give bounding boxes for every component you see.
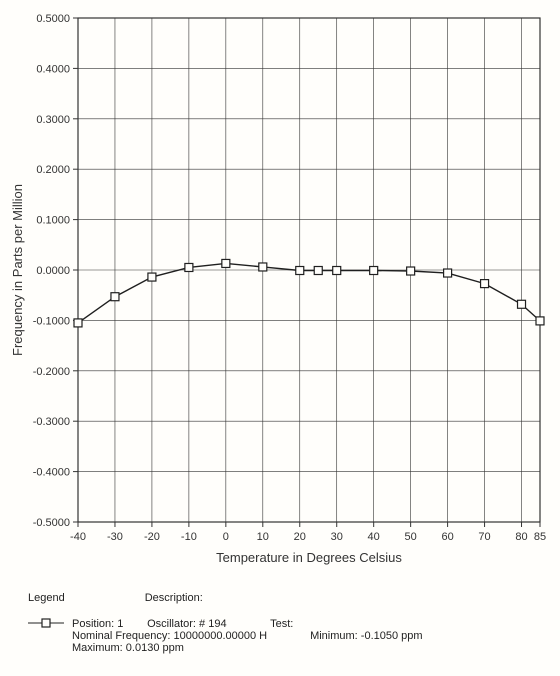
x-tick-label: 40 xyxy=(368,531,380,543)
legend-minimum: Minimum: -0.1050 ppm xyxy=(310,630,450,642)
legend-oscillator: Oscillator: # 194 xyxy=(147,618,267,630)
series-marker xyxy=(333,267,341,275)
series-marker xyxy=(481,280,489,288)
legend-test: Test: xyxy=(270,618,296,630)
series-marker xyxy=(111,293,119,301)
series-marker xyxy=(536,317,544,325)
x-tick-label: -30 xyxy=(107,531,123,543)
y-axis-label: Frequency in Parts per Million xyxy=(10,184,25,356)
series-marker xyxy=(518,300,526,308)
x-tick-label: 85 xyxy=(534,531,546,543)
legend-entry: Position: 1 Oscillator: # 194 Test: Nomi… xyxy=(72,618,548,654)
x-tick-label: 30 xyxy=(331,531,343,543)
y-tick-label: -0.4000 xyxy=(33,467,70,479)
x-tick-label: -40 xyxy=(70,531,86,543)
x-tick-label: -10 xyxy=(181,531,197,543)
y-tick-label: -0.2000 xyxy=(33,366,70,378)
series-marker xyxy=(148,273,156,281)
x-tick-label: 0 xyxy=(223,531,229,543)
y-tick-label: -0.3000 xyxy=(33,416,70,428)
x-tick-label: 20 xyxy=(294,531,306,543)
series-marker xyxy=(74,319,82,327)
series-marker xyxy=(185,263,193,271)
series-marker xyxy=(370,267,378,275)
chart-background xyxy=(0,0,560,580)
y-tick-label: 0.0000 xyxy=(36,265,70,277)
legend-title: Legend xyxy=(28,592,65,604)
legend-nominal: Nominal Frequency: 10000000.00000 H xyxy=(72,630,307,642)
x-tick-label: 80 xyxy=(515,531,527,543)
y-tick-label: 0.2000 xyxy=(36,164,70,176)
legend-maximum: Maximum: 0.0130 ppm xyxy=(72,642,184,654)
legend-description-label: Description: xyxy=(145,592,203,604)
series-marker xyxy=(407,267,415,275)
series-marker xyxy=(444,269,452,277)
x-tick-label: -20 xyxy=(144,531,160,543)
x-tick-label: 60 xyxy=(441,531,453,543)
series-marker xyxy=(222,259,230,267)
series-marker xyxy=(314,267,322,275)
legend-position: Position: 1 xyxy=(72,618,144,630)
x-tick-label: 50 xyxy=(405,531,417,543)
y-tick-label: 0.3000 xyxy=(36,114,70,126)
legend-block: Legend Description: Position: 1 Oscillat… xyxy=(28,592,548,654)
y-tick-label: -0.5000 xyxy=(33,517,70,529)
x-tick-label: 70 xyxy=(478,531,490,543)
y-tick-label: 0.1000 xyxy=(36,215,70,227)
y-tick-label: 0.5000 xyxy=(36,13,70,25)
y-tick-label: -0.1000 xyxy=(33,315,70,327)
y-tick-label: 0.4000 xyxy=(36,63,70,75)
x-tick-label: 10 xyxy=(257,531,269,543)
x-axis-label: Temperature in Degrees Celsius xyxy=(216,550,402,565)
legend-marker xyxy=(28,618,64,628)
series-marker xyxy=(259,263,267,271)
series-marker xyxy=(296,267,304,275)
